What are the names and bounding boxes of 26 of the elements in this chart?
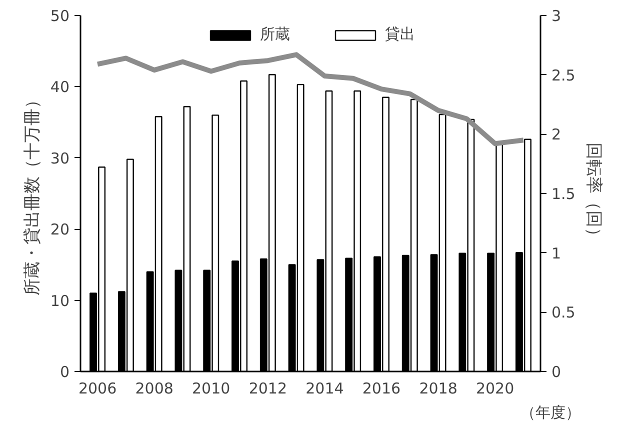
y-tick-label: 30 [50,149,70,168]
y-tick-label: 50 [50,7,70,25]
y2-axis-title: 回転率（回） [583,142,604,244]
x-axis-title: （年度） [520,404,580,422]
y2-tick-label: 3 [552,7,562,25]
y-tick-label: 10 [50,292,70,310]
legend-label: 貸出 [385,25,415,44]
y2-tick-label: 2.5 [552,66,576,84]
x-tick-label: 2018 [419,380,458,398]
x-tick-label: 2010 [192,380,230,398]
x-tick-label: 2016 [362,380,401,398]
y-tick-label: 40 [50,78,70,96]
y2-tick-label: 2 [552,126,562,144]
legend-label: 所蔵 [260,25,290,44]
y2-tick-label: 1 [552,244,562,262]
y-tick-label: 20 [50,220,70,239]
y-axis-title: 所蔵・貸出冊数（十万冊） [22,92,42,296]
y2-tick-label: 0 [552,363,562,381]
x-tick-label: 2020 [476,380,514,398]
y2-tick-label: 0.5 [552,304,576,322]
x-tick-label: 2006 [78,380,117,398]
x-tick-label: 2008 [135,380,174,398]
y-tick-label: 0 [60,363,70,381]
x-tick-label: 2014 [306,380,344,398]
x-tick-label: 2012 [248,380,288,398]
y2-tick-label: 1.5 [552,185,576,203]
